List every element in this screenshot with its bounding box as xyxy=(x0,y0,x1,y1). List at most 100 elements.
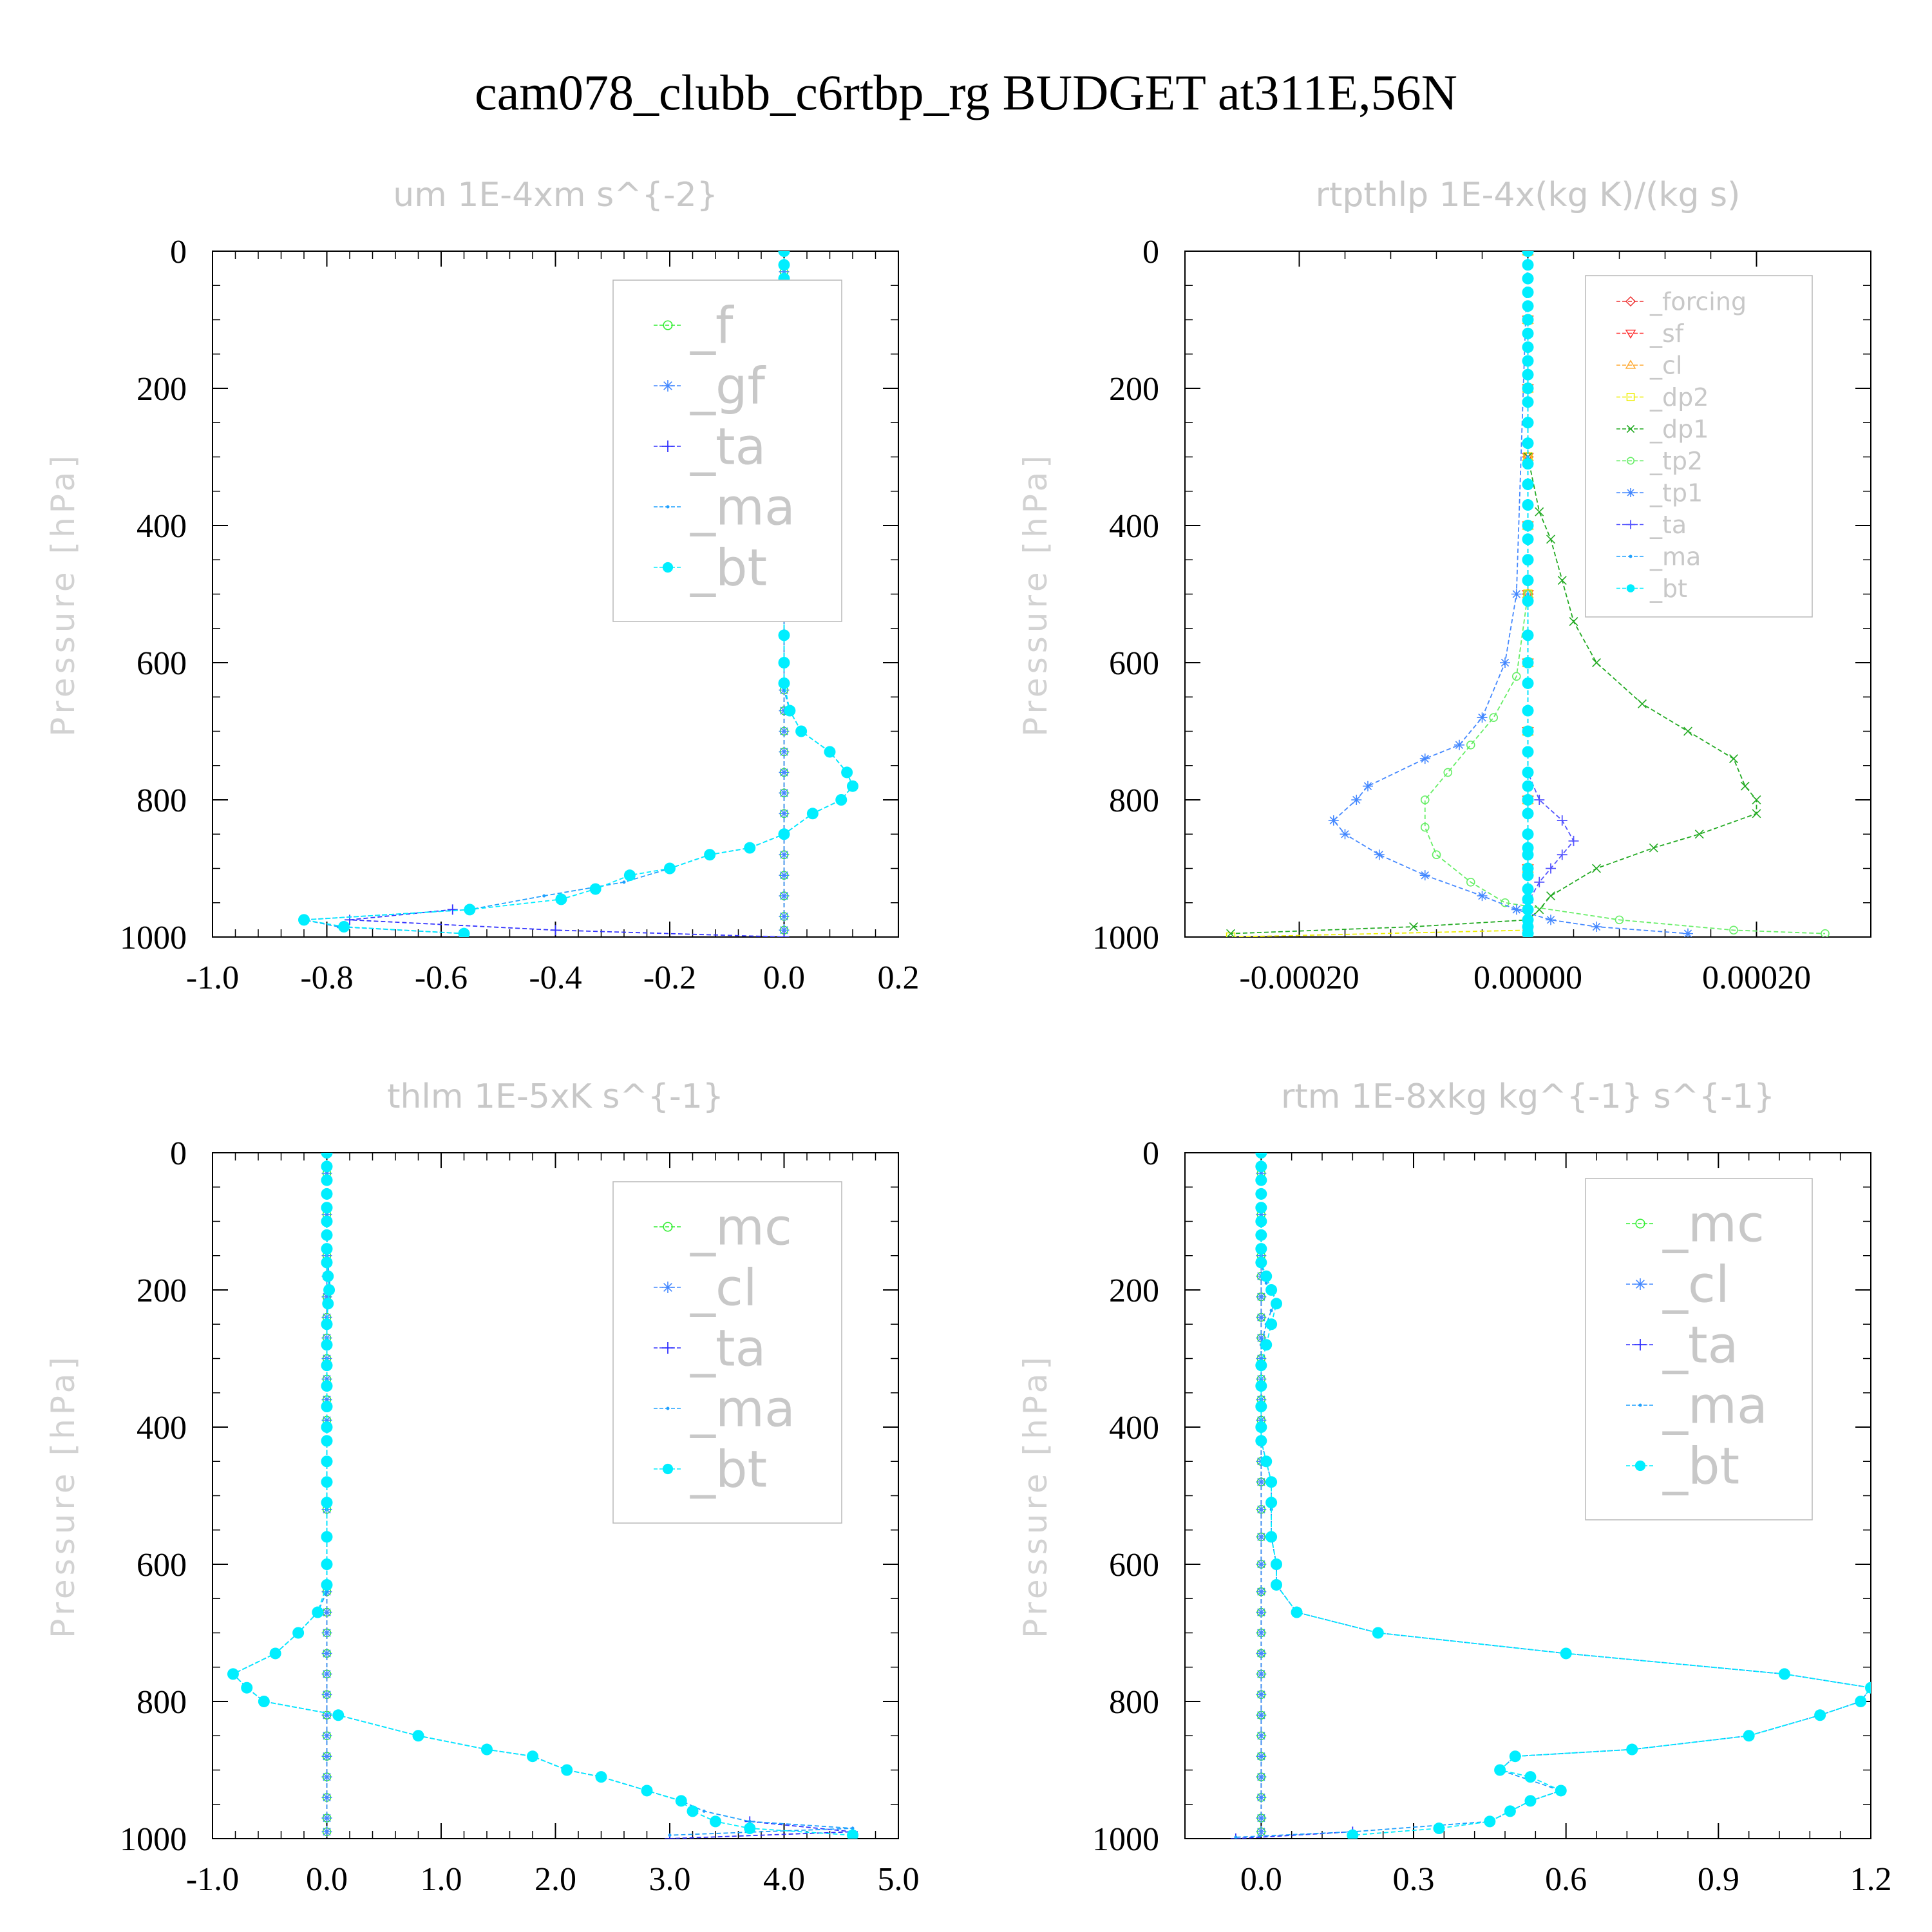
figure-title: cam078_clubb_c6rtbp_rg BUDGET at311E,56N xyxy=(475,64,1457,120)
data-point xyxy=(269,1647,281,1660)
data-point xyxy=(675,1795,687,1807)
data-point xyxy=(806,808,819,820)
data-point xyxy=(1546,914,1556,925)
data-point xyxy=(1256,1504,1267,1515)
data-point xyxy=(1821,929,1830,937)
data-point xyxy=(1778,1668,1790,1680)
data-point xyxy=(321,1359,333,1372)
data-point xyxy=(779,849,790,860)
x-tick-label: 0.00020 xyxy=(1702,960,1811,996)
x-tick-label: 0.00000 xyxy=(1473,960,1582,996)
data-point xyxy=(1271,1558,1282,1570)
data-point xyxy=(321,1578,333,1591)
data-point xyxy=(779,767,790,778)
data-point xyxy=(1256,1559,1267,1569)
data-point xyxy=(778,629,790,641)
y-tick-label: 200 xyxy=(1109,1273,1159,1309)
data-point xyxy=(1546,891,1555,901)
data-point xyxy=(779,870,790,881)
data-point xyxy=(1255,1160,1267,1173)
series-line xyxy=(1235,1831,1353,1839)
data-point xyxy=(1265,1476,1278,1488)
data-point xyxy=(1477,891,1488,902)
data-point xyxy=(1419,753,1430,764)
panel-title: thlm 1E-5xK s^{-1} xyxy=(387,1077,724,1116)
x-tick-label: -0.6 xyxy=(415,960,468,996)
legend-marker xyxy=(1635,1218,1645,1229)
data-point xyxy=(550,925,561,936)
data-point xyxy=(561,1764,573,1776)
legend-label: _cl xyxy=(1649,351,1682,379)
data-point xyxy=(1255,1421,1267,1433)
data-point xyxy=(1743,1730,1755,1742)
y-tick-label: 200 xyxy=(1109,371,1159,408)
panel-title: rtpthlp 1E-4x(kg K)/(kg s) xyxy=(1316,176,1741,214)
data-point xyxy=(1271,1578,1282,1591)
data-point xyxy=(322,1270,334,1282)
x-tick-label: -1.0 xyxy=(186,1861,239,1898)
x-tick-label: -0.4 xyxy=(529,960,582,996)
data-point xyxy=(1522,780,1534,792)
data-point xyxy=(542,894,546,898)
legend-marker xyxy=(662,1463,674,1475)
data-point xyxy=(321,1421,333,1433)
data-point xyxy=(321,1415,332,1426)
data-point xyxy=(1855,1696,1867,1707)
data-point xyxy=(1568,835,1579,846)
data-point xyxy=(1522,327,1534,339)
data-point xyxy=(345,914,355,925)
data-point xyxy=(1522,554,1534,566)
x-tick-label: -0.8 xyxy=(300,960,353,996)
data-point xyxy=(623,869,636,882)
legend-marker xyxy=(663,1222,673,1232)
data-point xyxy=(1433,1823,1445,1835)
data-point xyxy=(778,677,790,689)
data-point xyxy=(1522,341,1534,354)
data-point xyxy=(1546,863,1556,874)
data-point xyxy=(1256,1689,1267,1700)
legend-marker xyxy=(1625,296,1636,307)
data-point xyxy=(1234,1835,1238,1839)
data-point xyxy=(779,891,790,902)
data-point xyxy=(1255,1202,1267,1214)
legend-label: _bt xyxy=(1649,574,1687,603)
legend-marker xyxy=(1625,329,1636,339)
legend-label: _ma xyxy=(690,478,795,536)
data-point xyxy=(595,1771,607,1783)
um-panel: um 1E-4xm s^{-2} Pressure [hPa] 0 200 400 600… xyxy=(44,176,920,996)
data-point xyxy=(1256,1772,1267,1783)
data-point xyxy=(321,1256,333,1269)
data-point xyxy=(1420,822,1430,832)
data-point xyxy=(1522,828,1534,840)
y-tick-label: 400 xyxy=(137,1410,187,1446)
data-point xyxy=(1466,741,1475,750)
y-tick-label: 0 xyxy=(170,1135,187,1172)
data-point xyxy=(1255,1229,1267,1241)
data-point xyxy=(1504,1805,1516,1817)
series-line xyxy=(349,909,784,937)
data-point xyxy=(1265,1497,1278,1509)
data-point xyxy=(779,726,790,737)
plot-area xyxy=(227,1153,858,1839)
data-point xyxy=(1814,1709,1826,1721)
data-point xyxy=(778,657,790,668)
data-point xyxy=(1256,1209,1267,1220)
data-point xyxy=(704,849,716,861)
legend-marker xyxy=(666,1406,670,1410)
legend: _mc_cl_ta_ma_bt xyxy=(1585,1178,1813,1520)
data-point xyxy=(779,932,790,937)
legend-label: _sf xyxy=(1649,319,1685,348)
data-point xyxy=(447,904,458,915)
data-point xyxy=(1522,286,1534,298)
rtm-panel: rtm 1E-8xkg kg^{-1} s^{-1} Pressure [hPa]… xyxy=(1017,1077,1892,1898)
data-point xyxy=(1522,251,1534,257)
data-point xyxy=(321,1380,333,1392)
legend-label: _ta xyxy=(690,418,766,476)
series_bt xyxy=(1255,1153,1871,1839)
y-tick-label: 1000 xyxy=(1092,920,1159,956)
data-point xyxy=(851,1826,855,1830)
data-point xyxy=(1694,829,1704,839)
data-point xyxy=(1522,383,1534,394)
legend-label: _dp2 xyxy=(1649,383,1709,412)
data-point xyxy=(778,251,790,257)
